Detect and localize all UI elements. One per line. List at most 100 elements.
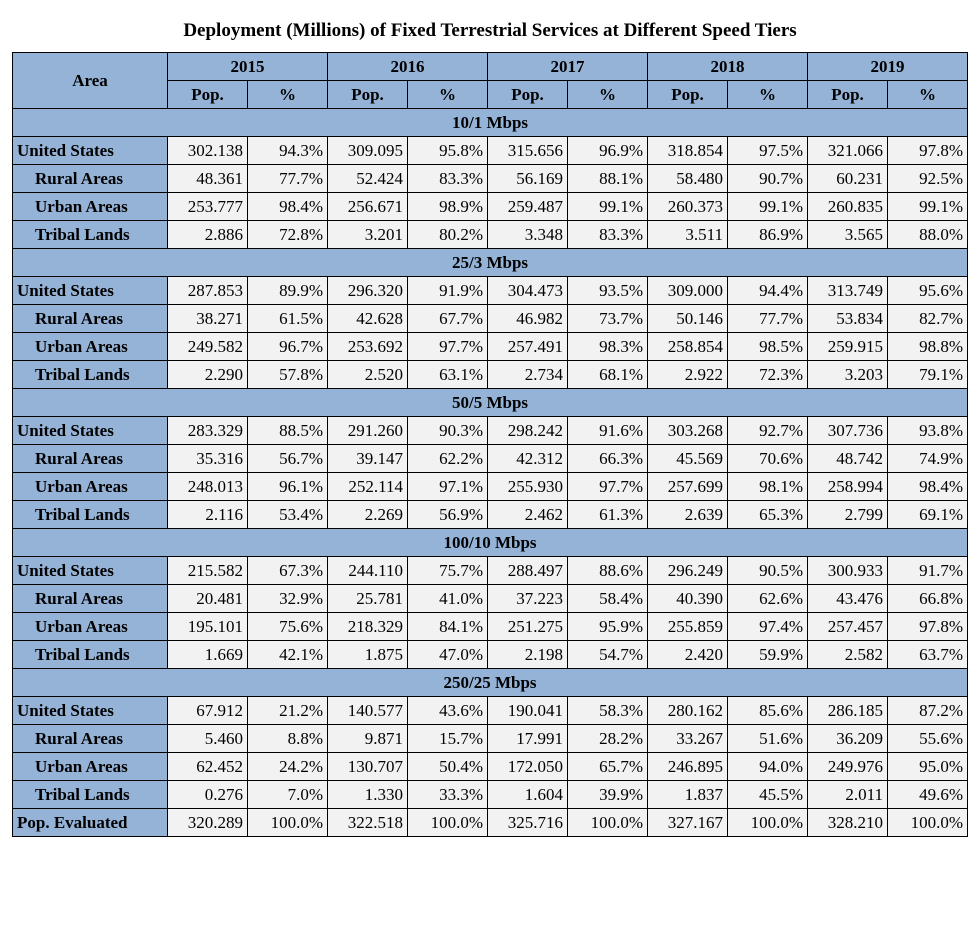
cell-pop: 0.276 bbox=[168, 781, 248, 809]
row-label: Tribal Lands bbox=[13, 361, 168, 389]
cell-pop: 33.267 bbox=[648, 725, 728, 753]
cell-pct: 59.9% bbox=[728, 641, 808, 669]
cell-pct: 90.3% bbox=[408, 417, 488, 445]
table-row: Rural Areas5.4608.8%9.87115.7%17.99128.2… bbox=[13, 725, 968, 753]
cell-pop: 45.569 bbox=[648, 445, 728, 473]
cell-pct: 97.7% bbox=[568, 473, 648, 501]
cell-pop: 257.457 bbox=[808, 613, 888, 641]
section-header: 100/10 Mbps bbox=[13, 529, 968, 557]
cell-pop: 1.875 bbox=[328, 641, 408, 669]
section-header-row: 50/5 Mbps bbox=[13, 389, 968, 417]
header-pct: % bbox=[568, 81, 648, 109]
table-row: Rural Areas35.31656.7%39.14762.2%42.3126… bbox=[13, 445, 968, 473]
cell-pct: 100.0% bbox=[248, 809, 328, 837]
cell-pop: 260.373 bbox=[648, 193, 728, 221]
cell-pop: 36.209 bbox=[808, 725, 888, 753]
cell-pct: 8.8% bbox=[248, 725, 328, 753]
cell-pop: 62.452 bbox=[168, 753, 248, 781]
row-label: Urban Areas bbox=[13, 193, 168, 221]
cell-pop: 1.604 bbox=[488, 781, 568, 809]
cell-pct: 70.6% bbox=[728, 445, 808, 473]
cell-pct: 74.9% bbox=[888, 445, 968, 473]
cell-pct: 50.4% bbox=[408, 753, 488, 781]
cell-pop: 3.348 bbox=[488, 221, 568, 249]
cell-pct: 96.7% bbox=[248, 333, 328, 361]
cell-pct: 97.7% bbox=[408, 333, 488, 361]
cell-pop: 2.290 bbox=[168, 361, 248, 389]
cell-pop: 304.473 bbox=[488, 277, 568, 305]
header-pct: % bbox=[888, 81, 968, 109]
cell-pct: 98.4% bbox=[888, 473, 968, 501]
cell-pop: 17.991 bbox=[488, 725, 568, 753]
cell-pct: 45.5% bbox=[728, 781, 808, 809]
table-row: Urban Areas195.10175.6%218.32984.1%251.2… bbox=[13, 613, 968, 641]
cell-pct: 63.7% bbox=[888, 641, 968, 669]
cell-pop: 296.320 bbox=[328, 277, 408, 305]
row-label: Rural Areas bbox=[13, 725, 168, 753]
cell-pct: 47.0% bbox=[408, 641, 488, 669]
cell-pop: 52.424 bbox=[328, 165, 408, 193]
cell-pct: 62.2% bbox=[408, 445, 488, 473]
cell-pop: 172.050 bbox=[488, 753, 568, 781]
cell-pop: 252.114 bbox=[328, 473, 408, 501]
cell-pct: 98.1% bbox=[728, 473, 808, 501]
cell-pct: 80.2% bbox=[408, 221, 488, 249]
row-label: Rural Areas bbox=[13, 445, 168, 473]
cell-pop: 53.834 bbox=[808, 305, 888, 333]
cell-pop: 2.462 bbox=[488, 501, 568, 529]
cell-pct: 97.8% bbox=[888, 137, 968, 165]
cell-pct: 88.6% bbox=[568, 557, 648, 585]
cell-pct: 72.8% bbox=[248, 221, 328, 249]
cell-pop: 43.476 bbox=[808, 585, 888, 613]
cell-pop: 253.692 bbox=[328, 333, 408, 361]
cell-pct: 88.0% bbox=[888, 221, 968, 249]
cell-pop: 9.871 bbox=[328, 725, 408, 753]
cell-pop: 2.420 bbox=[648, 641, 728, 669]
cell-pct: 98.8% bbox=[888, 333, 968, 361]
cell-pop: 2.582 bbox=[808, 641, 888, 669]
cell-pct: 93.8% bbox=[888, 417, 968, 445]
cell-pct: 97.8% bbox=[888, 613, 968, 641]
header-year: 2018 bbox=[648, 53, 808, 81]
cell-pop: 2.799 bbox=[808, 501, 888, 529]
cell-pct: 88.1% bbox=[568, 165, 648, 193]
header-year: 2017 bbox=[488, 53, 648, 81]
table-row: Urban Areas253.77798.4%256.67198.9%259.4… bbox=[13, 193, 968, 221]
header-area: Area bbox=[13, 53, 168, 109]
cell-pop: 140.577 bbox=[328, 697, 408, 725]
cell-pct: 21.2% bbox=[248, 697, 328, 725]
cell-pop: 50.146 bbox=[648, 305, 728, 333]
cell-pct: 15.7% bbox=[408, 725, 488, 753]
cell-pop: 303.268 bbox=[648, 417, 728, 445]
cell-pct: 97.4% bbox=[728, 613, 808, 641]
deployment-table: Area 2015 2016 2017 2018 2019 Pop.%Pop.%… bbox=[12, 52, 968, 837]
cell-pct: 88.5% bbox=[248, 417, 328, 445]
cell-pop: 287.853 bbox=[168, 277, 248, 305]
table-row: Tribal Lands2.29057.8%2.52063.1%2.73468.… bbox=[13, 361, 968, 389]
cell-pct: 57.8% bbox=[248, 361, 328, 389]
cell-pop: 3.565 bbox=[808, 221, 888, 249]
cell-pct: 99.1% bbox=[728, 193, 808, 221]
table-row: United States283.32988.5%291.26090.3%298… bbox=[13, 417, 968, 445]
row-label: United States bbox=[13, 417, 168, 445]
cell-pop: 42.312 bbox=[488, 445, 568, 473]
cell-pct: 87.2% bbox=[888, 697, 968, 725]
header-pop: Pop. bbox=[648, 81, 728, 109]
cell-pop: 2.734 bbox=[488, 361, 568, 389]
cell-pct: 66.3% bbox=[568, 445, 648, 473]
cell-pct: 69.1% bbox=[888, 501, 968, 529]
cell-pop: 315.656 bbox=[488, 137, 568, 165]
header-pop: Pop. bbox=[488, 81, 568, 109]
cell-pct: 77.7% bbox=[248, 165, 328, 193]
cell-pop: 37.223 bbox=[488, 585, 568, 613]
cell-pct: 65.7% bbox=[568, 753, 648, 781]
cell-pct: 55.6% bbox=[888, 725, 968, 753]
cell-pct: 54.7% bbox=[568, 641, 648, 669]
cell-pct: 92.7% bbox=[728, 417, 808, 445]
cell-pct: 99.1% bbox=[568, 193, 648, 221]
cell-pct: 51.6% bbox=[728, 725, 808, 753]
cell-pop: 25.781 bbox=[328, 585, 408, 613]
cell-pop: 3.203 bbox=[808, 361, 888, 389]
cell-pct: 92.5% bbox=[888, 165, 968, 193]
row-label: Urban Areas bbox=[13, 473, 168, 501]
